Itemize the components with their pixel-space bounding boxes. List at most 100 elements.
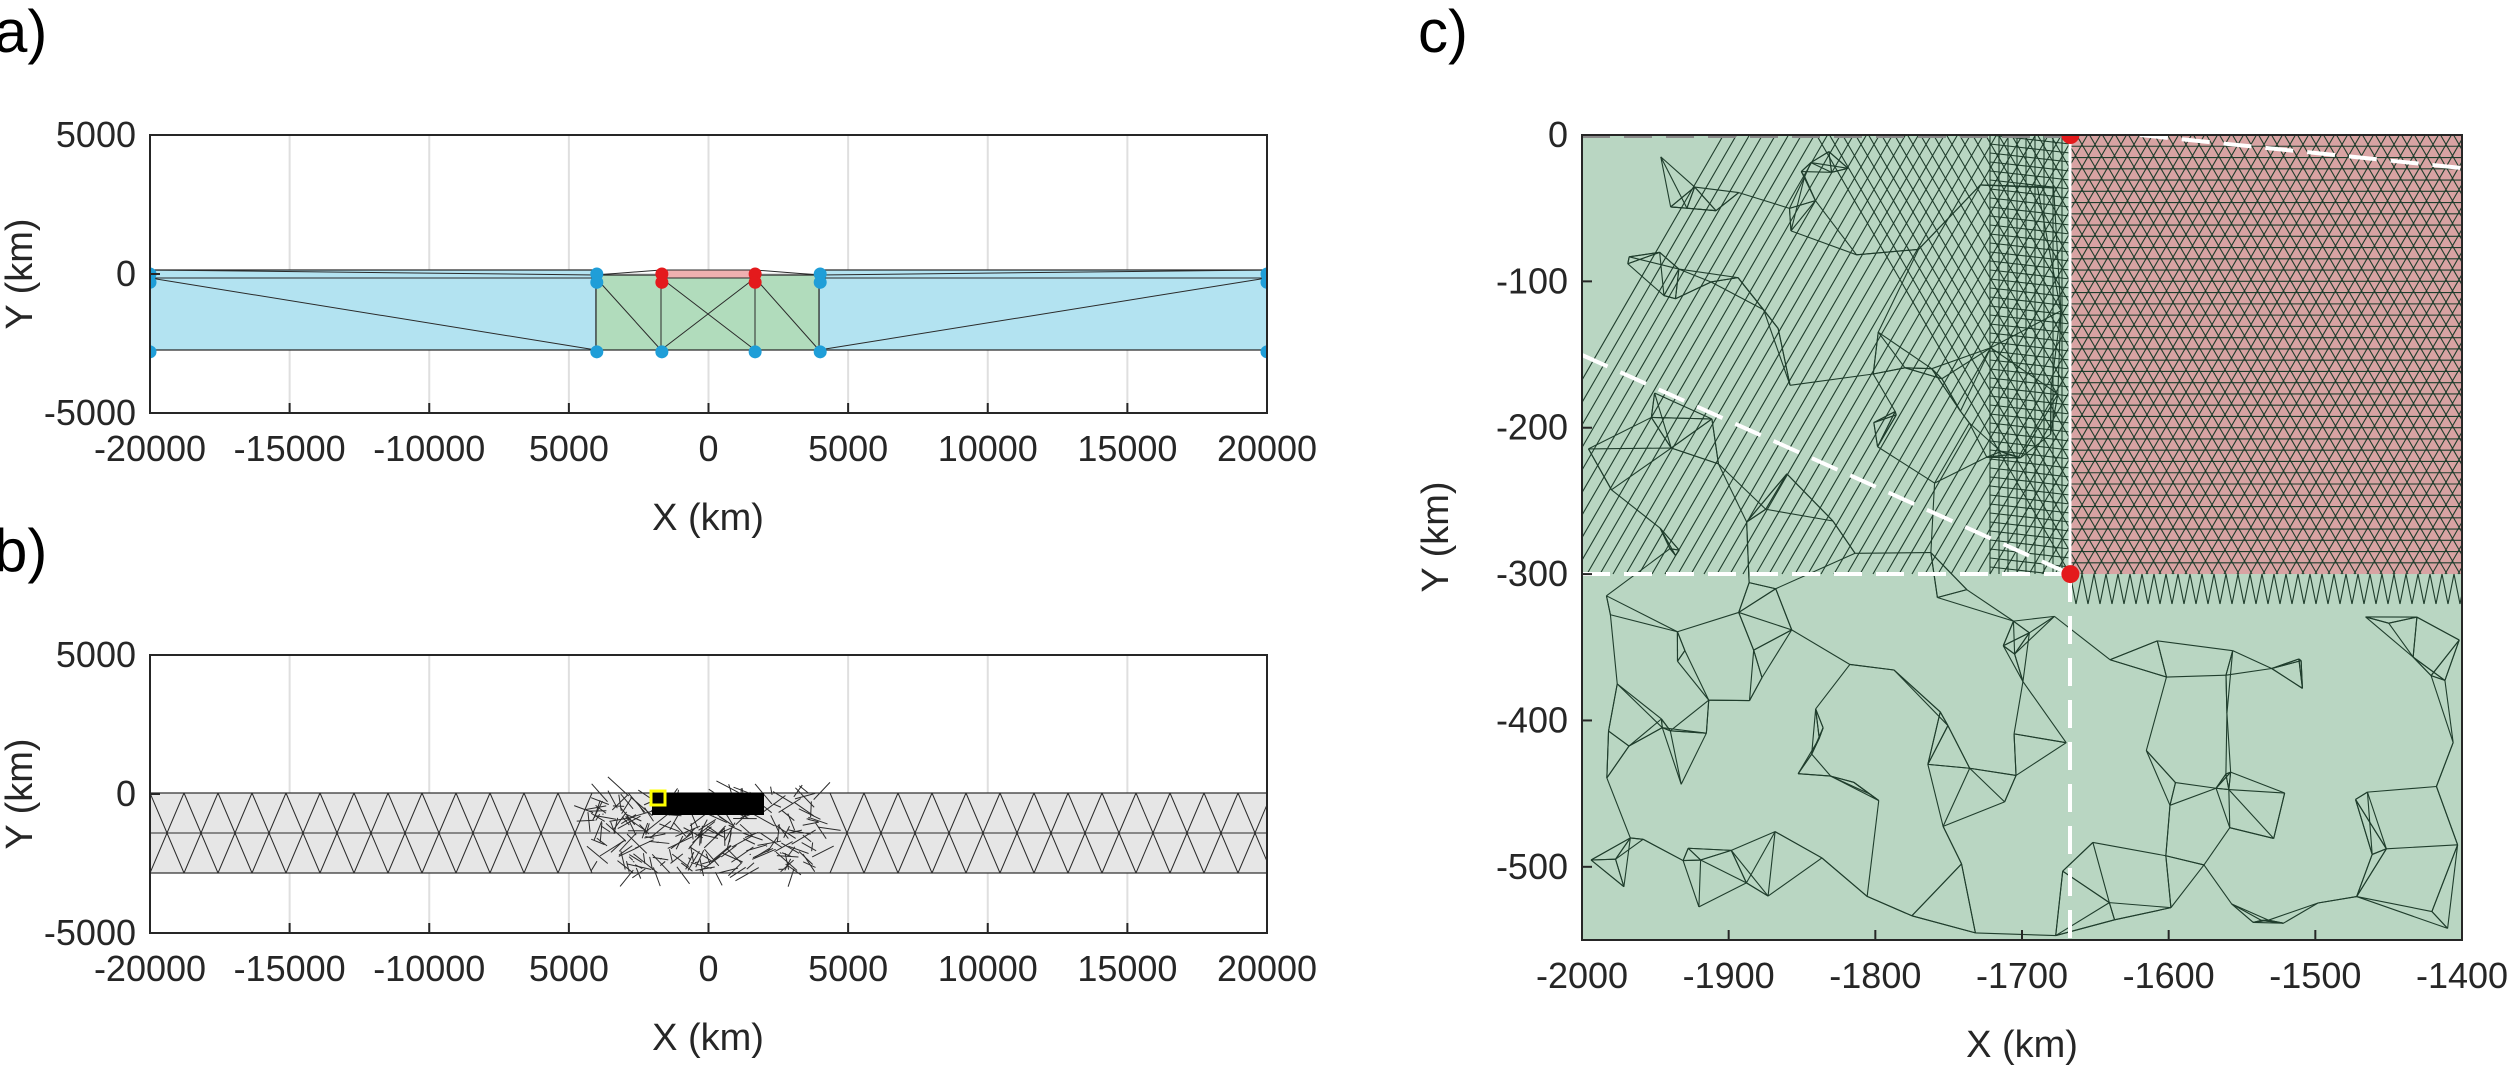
mesh-edge xyxy=(268,792,287,834)
mesh-edge xyxy=(1989,287,2071,298)
mesh-edge xyxy=(1830,775,1854,783)
mesh-edge xyxy=(687,850,700,871)
mesh-edge xyxy=(1746,882,1769,897)
mesh-edge xyxy=(1989,215,2071,226)
mesh-edge xyxy=(574,832,593,874)
mesh-edge xyxy=(731,835,753,848)
mesh-edge xyxy=(619,869,634,887)
mesh-edge xyxy=(1830,775,1880,802)
mesh-edge xyxy=(438,832,457,874)
mesh-edge xyxy=(670,833,693,850)
mesh-edge xyxy=(1669,699,1710,732)
mesh-edge xyxy=(1893,669,1941,713)
mesh-edge xyxy=(649,820,672,839)
mesh-edge xyxy=(1611,447,1672,491)
mesh-edge xyxy=(863,832,882,874)
mesh-edge xyxy=(1846,135,2101,575)
mesh-edge xyxy=(2166,674,2227,678)
mesh-edge xyxy=(1920,135,2175,575)
mesh-edge xyxy=(1904,367,1942,380)
x-tick-label: -15000 xyxy=(234,428,346,469)
mesh-edge xyxy=(200,832,219,874)
mesh-edge xyxy=(557,792,576,834)
mesh-edge xyxy=(2271,668,2303,689)
mesh-edge xyxy=(2262,228,2462,575)
y-tick-label: 5000 xyxy=(56,634,136,675)
mesh-edge xyxy=(2232,135,2462,534)
mesh-edge xyxy=(2388,135,2462,264)
mesh-edge xyxy=(777,824,789,839)
mesh-edge xyxy=(2284,135,2462,444)
mesh-edge xyxy=(1934,456,1988,484)
mesh-edge xyxy=(1885,135,2140,575)
mesh-edge xyxy=(1748,650,1755,701)
mesh-edge xyxy=(2165,855,2205,866)
mesh-edge xyxy=(1582,135,1737,404)
mesh-edge xyxy=(2055,919,2115,937)
mesh-edge xyxy=(1924,135,2179,575)
mesh-edge xyxy=(1118,792,1137,834)
mesh-edge xyxy=(1855,135,2110,575)
mesh-edge xyxy=(620,807,636,826)
mesh-edge xyxy=(2423,573,2431,605)
mesh-edge xyxy=(2412,617,2418,658)
mesh-edge xyxy=(1873,422,1879,447)
mesh-edge xyxy=(2099,573,2107,605)
mesh-edge xyxy=(183,832,202,874)
mesh-edge xyxy=(1777,328,1791,386)
mesh-edge xyxy=(1810,151,1830,164)
mesh-edge xyxy=(717,867,739,874)
x-tick-label: 10000 xyxy=(938,428,1038,469)
mesh-edge xyxy=(798,808,821,820)
mesh-edge xyxy=(2412,656,2432,677)
mesh-edge xyxy=(1677,660,1710,701)
mesh-edge xyxy=(801,842,817,852)
mesh-edge xyxy=(671,853,690,868)
mesh-edge xyxy=(776,824,780,843)
mesh-edge xyxy=(1650,417,1672,449)
mesh-edge xyxy=(2228,789,2231,828)
mesh-edge xyxy=(2002,620,2014,646)
mesh-edge xyxy=(1942,801,2005,827)
x-tick-label: -1500 xyxy=(2269,955,2361,996)
mesh-edge xyxy=(1654,392,1672,449)
refined-mesh-block xyxy=(652,793,764,815)
mesh-edge xyxy=(642,853,646,864)
mesh-edge xyxy=(787,868,795,887)
mesh-edge xyxy=(793,801,814,817)
mesh-edge xyxy=(1670,186,1696,208)
mesh-edge xyxy=(387,792,406,834)
mesh-edge xyxy=(574,792,593,834)
mesh-edge xyxy=(1855,552,1931,554)
red-node xyxy=(2061,135,2080,144)
mesh-edge xyxy=(421,832,440,874)
mesh-edge xyxy=(880,792,899,834)
mesh-edge xyxy=(2050,388,2059,395)
mesh-edge xyxy=(1715,192,1740,212)
mesh-edge xyxy=(1989,539,2071,550)
mesh-edge xyxy=(1582,135,1776,472)
mesh-edge xyxy=(1690,135,1945,575)
mesh-edge xyxy=(699,832,701,846)
mesh-edge xyxy=(319,832,338,874)
mesh-edge xyxy=(2365,616,2389,624)
mesh-edge xyxy=(914,792,933,834)
mesh-edge xyxy=(1976,135,2231,575)
mesh-edge xyxy=(774,841,793,853)
mesh-edge xyxy=(700,825,703,844)
mesh-edge xyxy=(1169,792,1188,834)
y-tick-label: -300 xyxy=(1496,553,1568,594)
mesh-edge xyxy=(2075,573,2083,605)
mesh-edge xyxy=(697,819,708,837)
y-tick-label: -500 xyxy=(1496,846,1568,887)
mesh-edge xyxy=(1687,847,1701,861)
mesh-edge xyxy=(2405,573,2413,605)
mesh-edge xyxy=(1694,186,1739,194)
blue-node xyxy=(1260,345,1267,359)
mesh-edge xyxy=(675,825,701,837)
mesh-edge xyxy=(2356,896,2432,913)
mesh-edge xyxy=(370,792,389,834)
mesh-edge xyxy=(2243,573,2251,605)
mesh-edge xyxy=(2165,855,2172,908)
